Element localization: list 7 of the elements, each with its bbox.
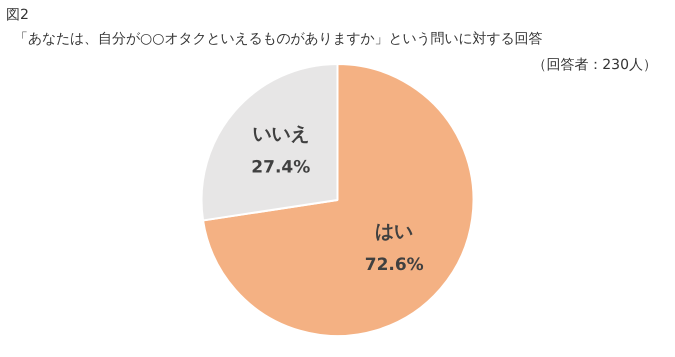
chart-subtitle: 「あなたは、自分が○○オタクといえるものがありますか」という問いに対する回答 [14, 30, 542, 48]
slice-label: いいえ [252, 123, 310, 146]
text: 図2 [6, 6, 29, 24]
text: （回答者：230人） [532, 56, 657, 74]
data-label: 27.4% [251, 158, 310, 178]
slice-label: はい [375, 220, 414, 243]
data-label: 72.6% [364, 255, 424, 276]
